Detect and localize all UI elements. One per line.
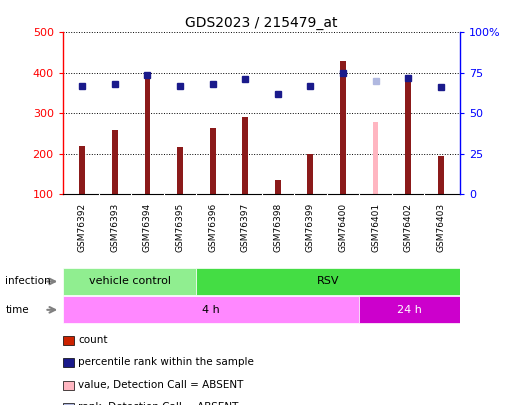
Text: GSM76395: GSM76395 — [176, 203, 185, 252]
Bar — [144, 76, 151, 194]
Bar — [210, 128, 215, 194]
Bar — [79, 146, 85, 194]
Bar — [340, 61, 346, 194]
Text: value, Detection Call = ABSENT: value, Detection Call = ABSENT — [78, 380, 244, 390]
Text: rank, Detection Call = ABSENT: rank, Detection Call = ABSENT — [78, 402, 239, 405]
Bar — [405, 80, 411, 194]
Bar — [308, 154, 313, 194]
Text: GSM76396: GSM76396 — [208, 203, 217, 252]
Text: GSM76397: GSM76397 — [241, 203, 249, 252]
Text: time: time — [5, 305, 29, 315]
Text: percentile rank within the sample: percentile rank within the sample — [78, 358, 254, 367]
Bar — [63, 268, 196, 295]
Text: GSM76400: GSM76400 — [338, 203, 347, 252]
Bar — [63, 296, 359, 324]
Text: GSM76403: GSM76403 — [436, 203, 445, 252]
Text: 24 h: 24 h — [397, 305, 422, 315]
Text: GSM76394: GSM76394 — [143, 203, 152, 252]
Bar — [112, 130, 118, 194]
Text: infection: infection — [5, 277, 51, 286]
Bar — [196, 268, 460, 295]
Bar — [438, 156, 444, 194]
Text: count: count — [78, 335, 108, 345]
Text: GSM76401: GSM76401 — [371, 203, 380, 252]
Bar — [242, 117, 248, 194]
Text: GSM76398: GSM76398 — [274, 203, 282, 252]
Bar — [177, 147, 183, 194]
Text: RSV: RSV — [317, 277, 339, 286]
Text: GSM76399: GSM76399 — [306, 203, 315, 252]
Bar — [275, 180, 281, 194]
Text: GSM76392: GSM76392 — [78, 203, 87, 252]
Text: GSM76393: GSM76393 — [110, 203, 119, 252]
Text: 4 h: 4 h — [202, 305, 220, 315]
Bar — [372, 122, 379, 194]
Text: vehicle control: vehicle control — [88, 277, 170, 286]
Title: GDS2023 / 215479_at: GDS2023 / 215479_at — [185, 16, 338, 30]
Bar — [359, 296, 460, 324]
Text: GSM76402: GSM76402 — [404, 203, 413, 252]
